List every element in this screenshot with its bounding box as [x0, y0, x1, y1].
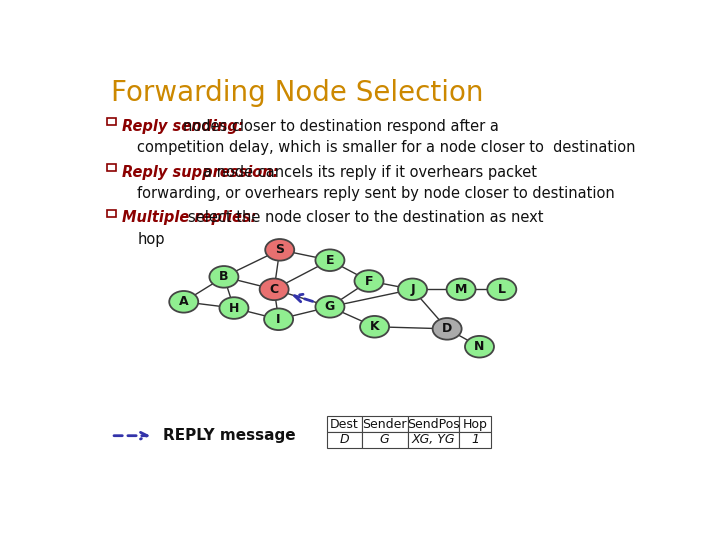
Text: N: N	[474, 340, 485, 353]
FancyBboxPatch shape	[361, 416, 408, 432]
FancyBboxPatch shape	[408, 416, 459, 432]
Circle shape	[260, 279, 289, 300]
Text: G: G	[325, 300, 335, 313]
Text: E: E	[325, 254, 334, 267]
Text: G: G	[380, 434, 390, 447]
Text: M: M	[455, 283, 467, 296]
FancyBboxPatch shape	[459, 416, 491, 432]
FancyBboxPatch shape	[361, 432, 408, 448]
FancyArrowPatch shape	[114, 433, 147, 439]
Text: I: I	[276, 313, 281, 326]
Circle shape	[354, 270, 384, 292]
Circle shape	[433, 318, 462, 340]
Text: hop: hop	[138, 232, 165, 247]
Circle shape	[210, 266, 238, 288]
FancyBboxPatch shape	[408, 432, 459, 448]
Text: a node cancels its reply if it overhears packet: a node cancels its reply if it overhears…	[203, 165, 537, 180]
Text: Dest: Dest	[330, 417, 359, 430]
Text: D: D	[340, 434, 349, 447]
Circle shape	[446, 279, 476, 300]
FancyBboxPatch shape	[459, 432, 491, 448]
FancyBboxPatch shape	[107, 118, 116, 125]
FancyBboxPatch shape	[107, 210, 116, 217]
Circle shape	[315, 296, 344, 318]
FancyArrowPatch shape	[294, 294, 312, 302]
Circle shape	[220, 297, 248, 319]
Text: B: B	[219, 271, 229, 284]
Text: SendPos: SendPos	[407, 417, 459, 430]
FancyBboxPatch shape	[327, 432, 361, 448]
FancyBboxPatch shape	[327, 416, 361, 432]
Text: J: J	[410, 283, 415, 296]
Text: 1: 1	[471, 434, 479, 447]
Text: K: K	[370, 320, 379, 333]
Text: A: A	[179, 295, 189, 308]
Text: XG, YG: XG, YG	[411, 434, 455, 447]
Text: H: H	[229, 301, 239, 314]
Text: Multiple replies:: Multiple replies:	[122, 210, 257, 225]
Text: REPLY message: REPLY message	[163, 428, 296, 443]
Circle shape	[465, 336, 494, 357]
Circle shape	[360, 316, 389, 338]
Text: S: S	[275, 244, 284, 256]
Circle shape	[487, 279, 516, 300]
Text: competition delay, which is smaller for a node closer to  destination: competition delay, which is smaller for …	[138, 140, 636, 156]
Circle shape	[264, 308, 293, 330]
Text: F: F	[365, 274, 373, 287]
Text: nodes closer to destination respond after a: nodes closer to destination respond afte…	[183, 119, 498, 134]
Text: select the node closer to the destination as next: select the node closer to the destinatio…	[188, 210, 544, 225]
Text: Forwarding Node Selection: Forwarding Node Selection	[111, 79, 484, 107]
FancyBboxPatch shape	[107, 164, 116, 171]
Text: Hop: Hop	[462, 417, 487, 430]
Text: Sender: Sender	[362, 417, 407, 430]
Circle shape	[315, 249, 344, 271]
Circle shape	[169, 291, 198, 313]
Text: Reply sending:: Reply sending:	[122, 119, 244, 134]
Text: forwarding, or overhears reply sent by node closer to destination: forwarding, or overhears reply sent by n…	[138, 186, 615, 201]
Circle shape	[398, 279, 427, 300]
Text: L: L	[498, 283, 506, 296]
Circle shape	[265, 239, 294, 261]
Text: C: C	[269, 283, 279, 296]
Text: D: D	[442, 322, 452, 335]
Text: Reply suppression:: Reply suppression:	[122, 165, 279, 180]
